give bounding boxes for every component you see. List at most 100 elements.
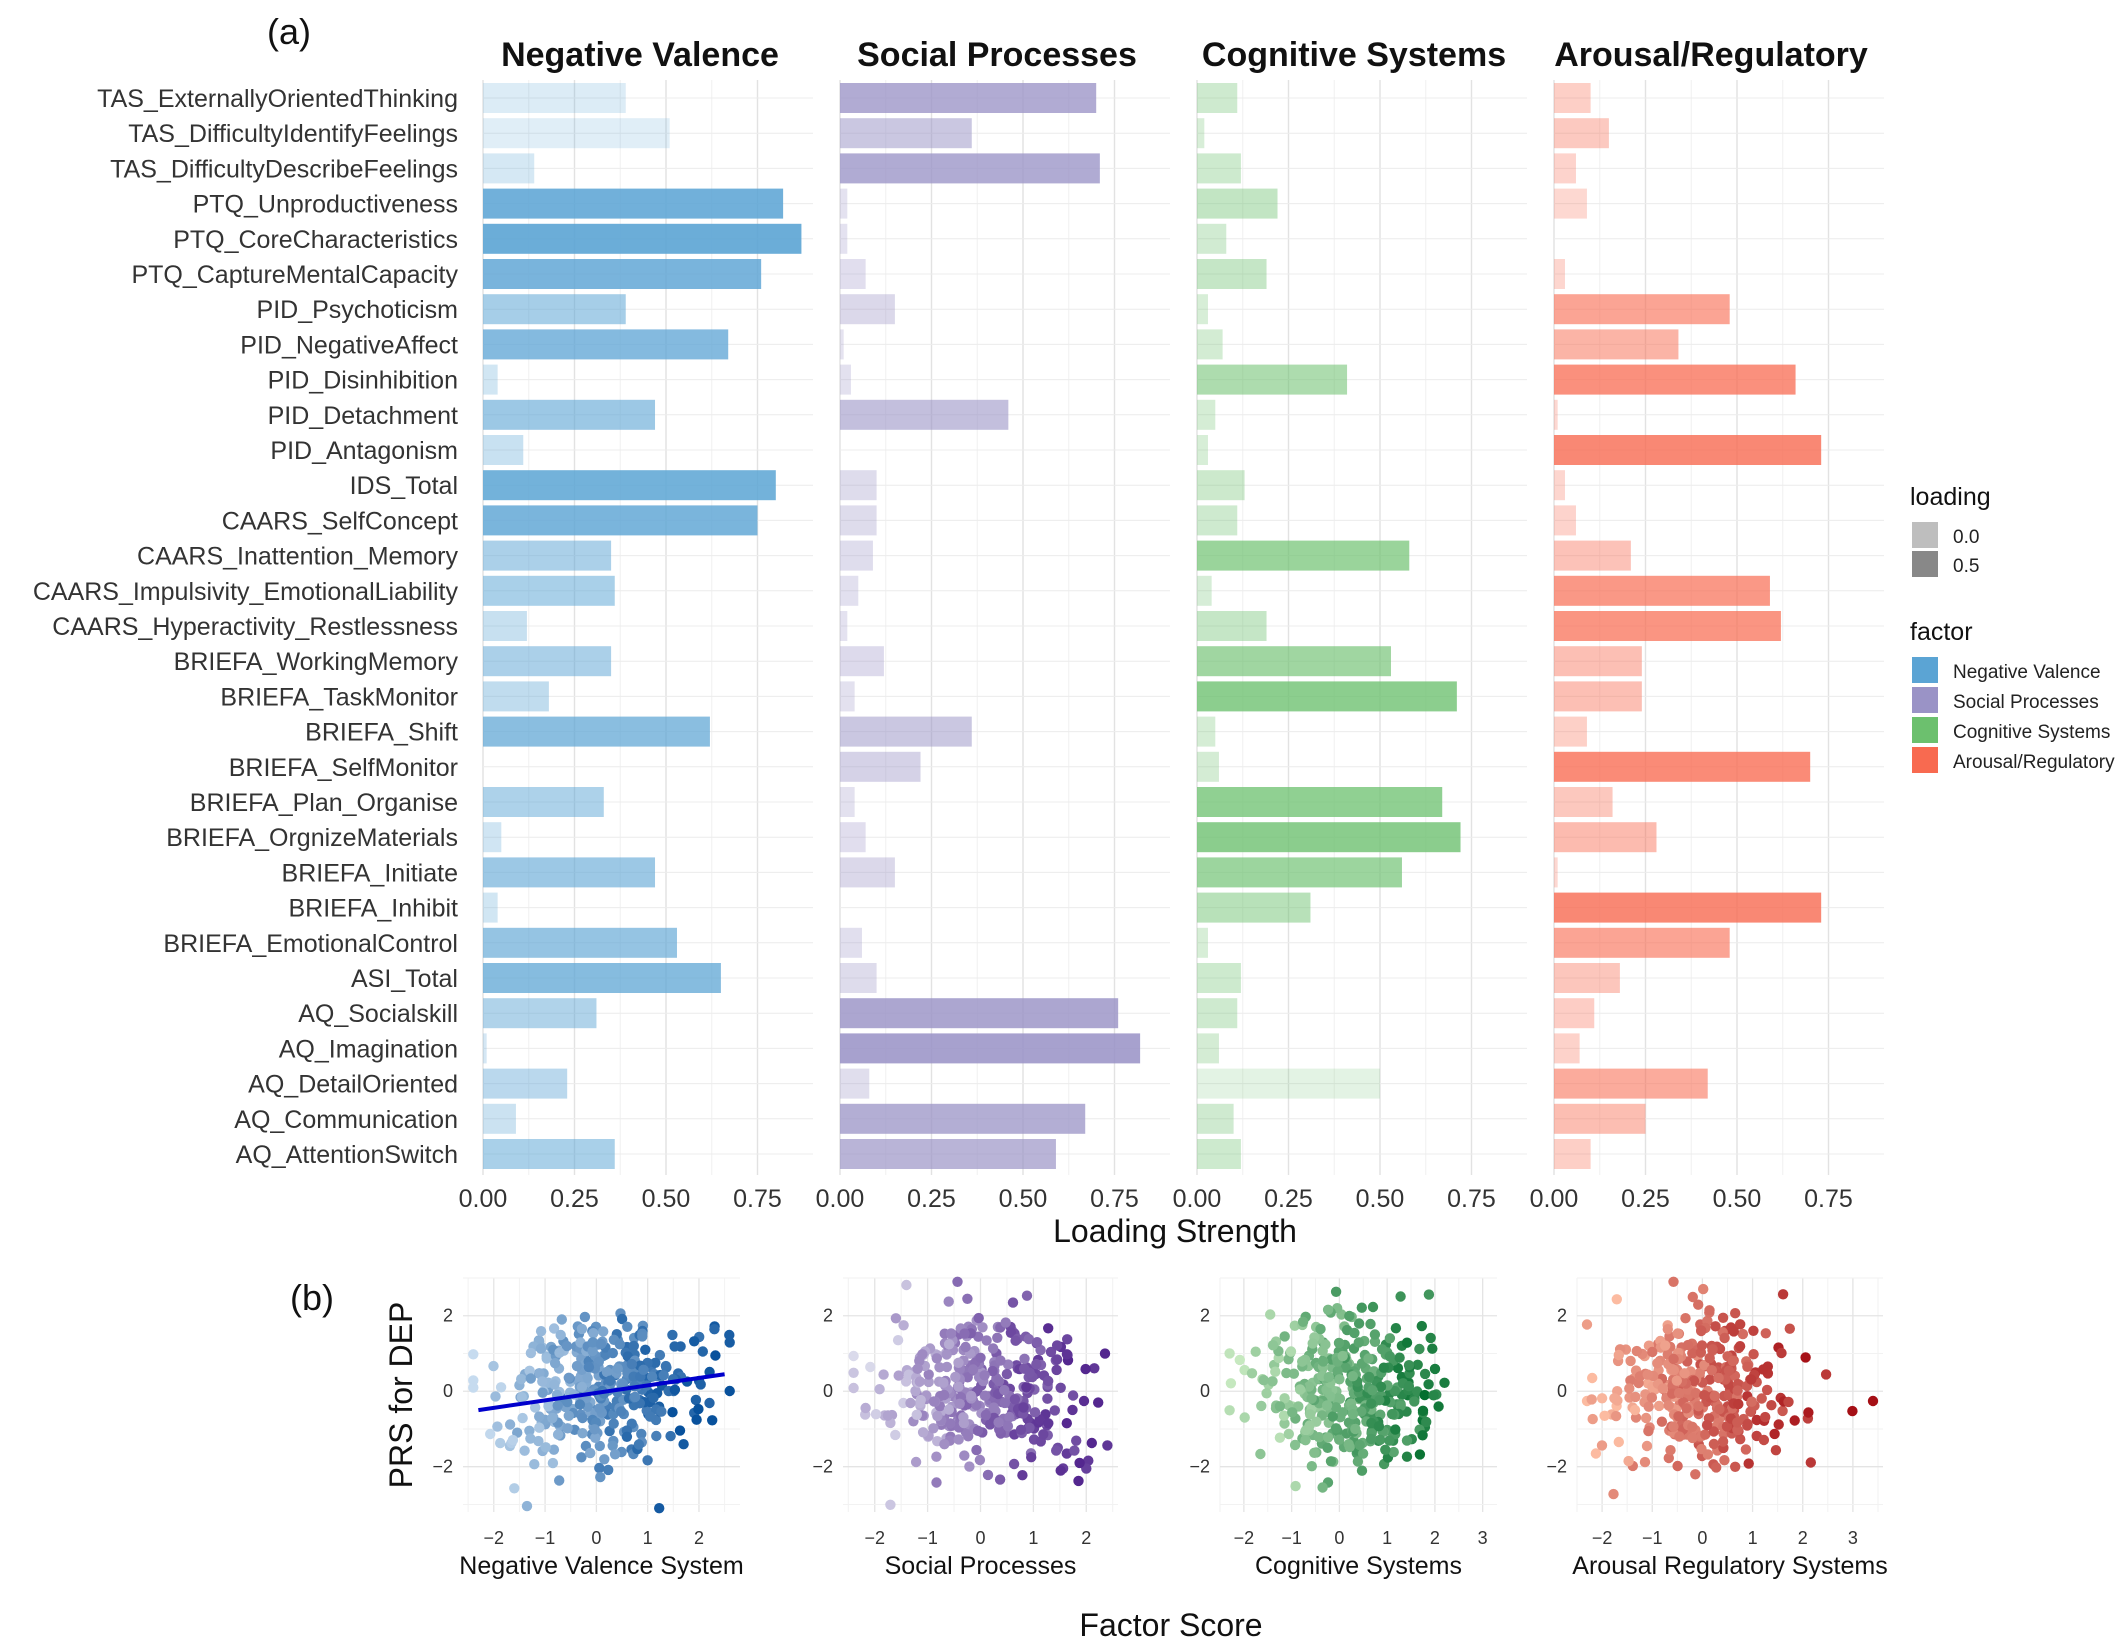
- scatter-point: [1427, 1343, 1438, 1354]
- scatter-point: [594, 1462, 605, 1474]
- scatter-point: [1586, 1394, 1597, 1405]
- bar-cognitive-systems-briefa-orgnizematerials: [1197, 822, 1461, 853]
- scatter-point: [589, 1424, 600, 1435]
- scatter-point: [1051, 1445, 1062, 1456]
- scatter-point: [709, 1324, 720, 1335]
- scatter-point: [651, 1430, 662, 1442]
- scatter-point: [898, 1320, 909, 1331]
- scatter-point: [993, 1417, 1004, 1428]
- scatter-point: [1010, 1335, 1021, 1346]
- scatter-point: [654, 1349, 666, 1361]
- scatter-point: [1289, 1439, 1301, 1451]
- scatter-point: [599, 1454, 610, 1465]
- scatter-point: [517, 1412, 528, 1424]
- scatter-x-axis-title: Factor Score: [1079, 1607, 1262, 1641]
- scatter-point: [495, 1437, 506, 1449]
- bar-negative-valence-briefa-emotionalcontrol: [483, 927, 677, 958]
- bar-arousal-regulatory-tas-difficultydescribefeelings: [1554, 153, 1576, 184]
- scatter-point: [1777, 1405, 1788, 1417]
- scatter-point: [1344, 1310, 1355, 1322]
- bar-negative-valence-pid-detachment: [483, 399, 656, 430]
- scatter-point: [587, 1337, 598, 1348]
- bar-cognitive-systems-tas-difficultydescribefeelings: [1197, 153, 1241, 184]
- scatter-point: [954, 1398, 965, 1410]
- scatter-point: [1289, 1320, 1301, 1331]
- scatter-point: [979, 1370, 990, 1381]
- scatter-point: [587, 1345, 598, 1357]
- scatter-point: [890, 1313, 902, 1324]
- bar-cognitive-systems-aq-socialskill: [1197, 998, 1238, 1029]
- legend-entry-negative-valence: Negative Valence: [1953, 662, 2101, 683]
- bar-arousal-regulatory-pid-antagonism: [1554, 435, 1822, 465]
- scatter-point: [674, 1425, 686, 1436]
- x-tick-label: 0.50: [1713, 1185, 1762, 1213]
- scatter-point: [1290, 1480, 1301, 1492]
- scatter-point: [601, 1366, 613, 1378]
- variable-label-caars-hyperactivity-restlessness: CAARS_Hyperactivity_Restlessness: [52, 613, 458, 641]
- scatter-point: [563, 1372, 574, 1384]
- bar-cognitive-systems-briefa-selfmonitor: [1197, 751, 1219, 782]
- bar-arousal-regulatory-pid-disinhibition: [1554, 364, 1796, 395]
- bar-arousal-regulatory-aq-detailoriented: [1554, 1068, 1708, 1099]
- x-tick-label: 0: [591, 1528, 601, 1548]
- scatter-point: [535, 1326, 547, 1337]
- scatter-point: [1321, 1400, 1333, 1411]
- bar-social-processes-pid-detachment: [840, 399, 1009, 430]
- scatter-point: [637, 1331, 648, 1342]
- x-tick-label: 1: [643, 1528, 653, 1548]
- scatter-point: [1019, 1353, 1030, 1365]
- scatter-point: [1073, 1475, 1084, 1487]
- scatter-point: [1255, 1448, 1266, 1460]
- scatter-point: [1673, 1411, 1684, 1422]
- scatter-point: [882, 1410, 894, 1421]
- scatter-point: [1061, 1349, 1073, 1360]
- scatter-point: [1727, 1355, 1739, 1367]
- x-tick-label: −2: [864, 1528, 885, 1548]
- scatter-point: [1401, 1451, 1413, 1462]
- scatter-point: [1717, 1436, 1729, 1447]
- scatter-point: [574, 1399, 586, 1410]
- scatter-point: [1630, 1391, 1641, 1403]
- bar-arousal-regulatory-caars-hyperactivity-restlessness: [1554, 611, 1781, 641]
- scatter-point: [1740, 1444, 1752, 1455]
- bar-negative-valence-caars-impulsivity-emotionalliability: [483, 575, 615, 606]
- variable-label-briefa-initiate: BRIEFA_Initiate: [282, 859, 458, 887]
- scatter-point: [1704, 1305, 1715, 1316]
- scatter-point: [608, 1418, 619, 1429]
- bar-negative-valence-aq-socialskill: [483, 998, 597, 1029]
- scatter-point: [468, 1382, 479, 1393]
- scatter-point: [893, 1370, 904, 1381]
- scatter-point: [1367, 1301, 1379, 1313]
- scatter-point: [488, 1360, 499, 1372]
- scatter-point: [1735, 1319, 1746, 1330]
- scatter-point: [1304, 1420, 1315, 1431]
- scatter-point: [648, 1392, 659, 1404]
- regression-line: [478, 1372, 725, 1413]
- scatter-point: [943, 1404, 955, 1415]
- panel-label-b: (b): [290, 1277, 334, 1318]
- scatter-point: [1721, 1421, 1733, 1432]
- bar-arousal-regulatory-pid-negativeaffect: [1554, 329, 1679, 360]
- facet-arousal-regulatory: Arousal/Regulatory 0.00 0.25 0.50 0.75: [1530, 36, 1884, 1213]
- scatter-point: [1267, 1376, 1278, 1387]
- scatter-point: [901, 1279, 912, 1291]
- scatter-point: [1288, 1368, 1300, 1379]
- x-tick-label: 0.00: [459, 1185, 508, 1213]
- bar-cognitive-systems-caars-inattention-memory: [1197, 540, 1410, 571]
- bar-negative-valence-pid-negativeaffect: [483, 329, 729, 360]
- scatter-point: [1045, 1346, 1057, 1358]
- variable-label-pid-antagonism: PID_Antagonism: [270, 437, 458, 465]
- scatter-point: [1723, 1365, 1735, 1376]
- x-tick-label: 0.50: [642, 1185, 691, 1213]
- scatter-point: [1356, 1302, 1368, 1313]
- facet-title-cognitive-systems: Cognitive Systems: [1202, 36, 1506, 74]
- scatter-point: [905, 1397, 916, 1409]
- bar-social-processes-briefa-taskmonitor: [840, 681, 855, 712]
- scatter-point: [1707, 1344, 1718, 1355]
- scatter-point: [1429, 1363, 1441, 1375]
- scatter-point: [1023, 1333, 1034, 1345]
- scatter-point: [1403, 1360, 1415, 1371]
- bar-social-processes-asi-total: [840, 963, 877, 993]
- bar-negative-valence-ptq-corecharacteristics: [483, 223, 802, 254]
- scatter-point: [1080, 1363, 1091, 1375]
